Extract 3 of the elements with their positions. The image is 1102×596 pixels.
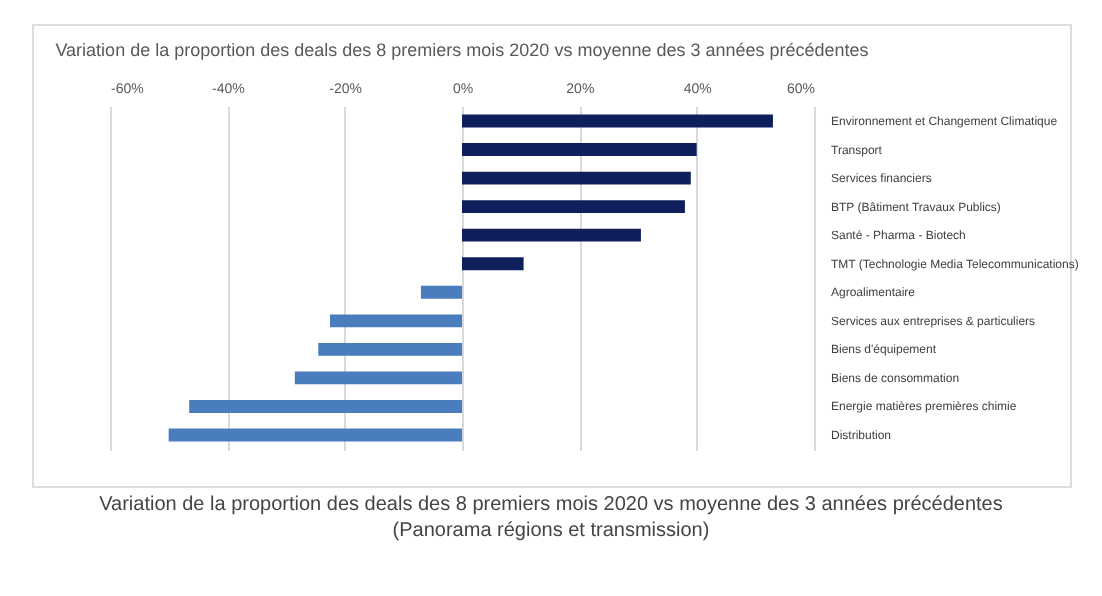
text: (Panorama régions et transmission) xyxy=(390,518,712,544)
chart-title: Variation de la proportion des deals des 8 premiers mois 2020 vs moyenne des 3 années précédentes xyxy=(55,40,870,60)
text: Variation de la proportion des deals des 8 premiers mois 2020 vs moyenne des 3 années précédentes xyxy=(97,492,1005,518)
